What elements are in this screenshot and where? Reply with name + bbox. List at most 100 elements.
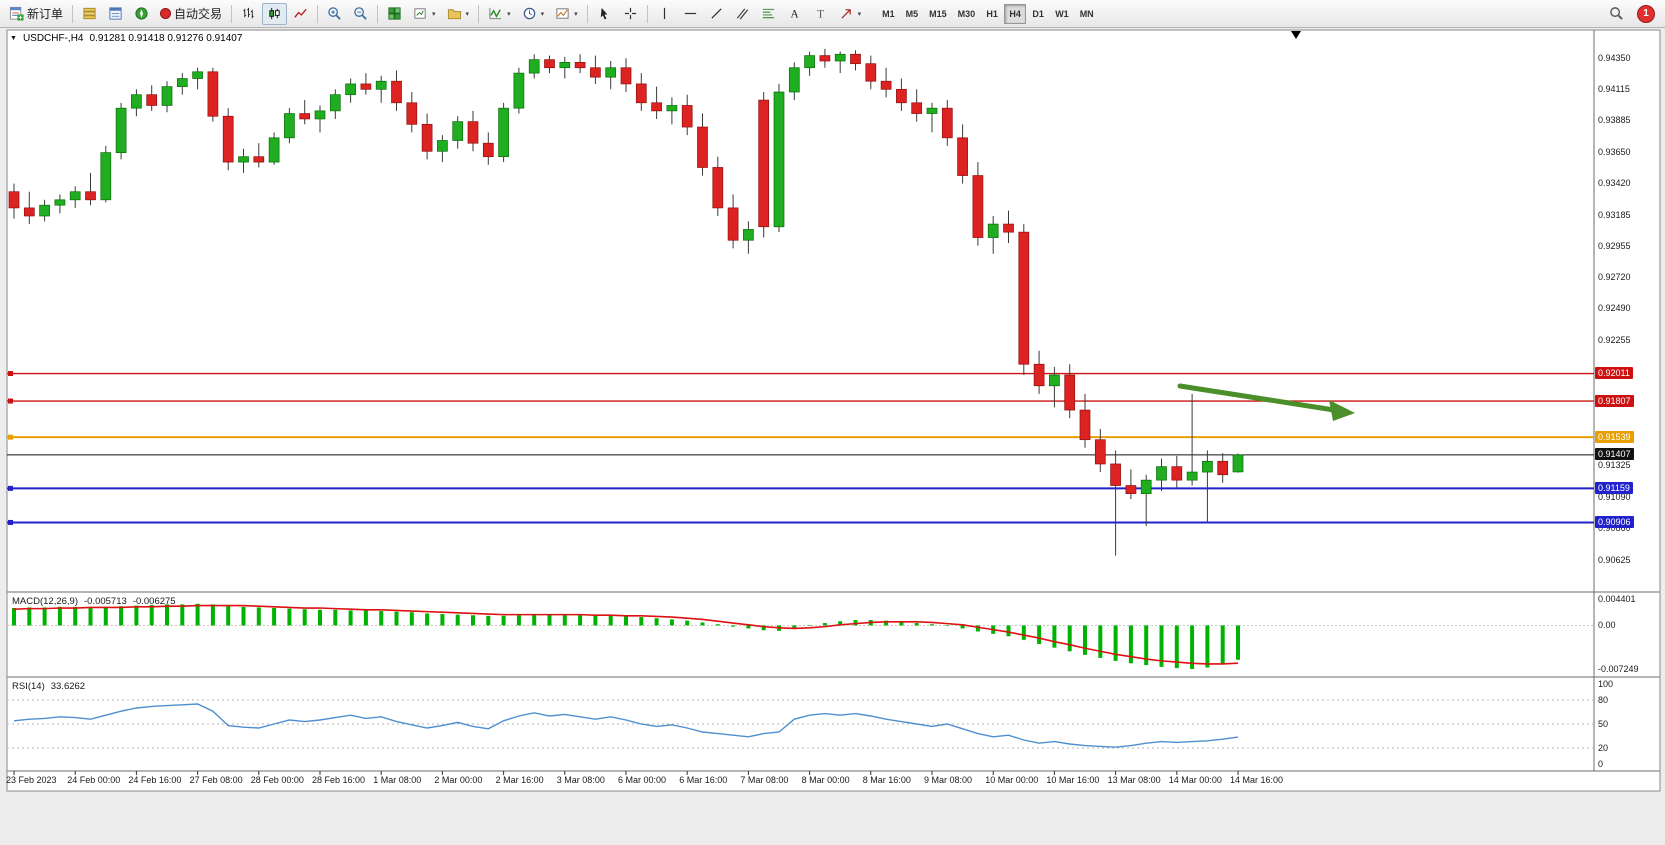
text-button[interactable]: A (782, 3, 807, 25)
price-axis-label: 0.90860 (1598, 523, 1631, 534)
time-axis-label: 23 Feb 2023 (6, 775, 57, 785)
dropdown-caret: ▾ (432, 10, 436, 18)
bar-chart-button[interactable] (236, 3, 261, 25)
candlestick-chart-icon (269, 7, 280, 20)
channel-button[interactable] (730, 3, 755, 25)
time-axis-label: 28 Feb 00:00 (250, 775, 304, 785)
time-axis-label: 8 Mar 16:00 (862, 775, 911, 785)
navigator-button[interactable] (129, 3, 154, 25)
price-axis-label: 0.94115 (1598, 84, 1630, 95)
fibonacci-button[interactable] (756, 3, 781, 25)
chart-symbol: USDCHF-,H4 (22, 33, 84, 44)
price-line-label: 0.91539 (1595, 430, 1634, 443)
tile-windows-icon (388, 7, 401, 20)
price-axis-label: 0.92720 (1598, 272, 1631, 283)
chart-title-bar: ▼ USDCHF-,H4 0.91281 0.91418 0.91276 0.9… (10, 33, 242, 44)
trend-arrow[interactable] (1177, 383, 1355, 421)
cursor-button[interactable] (592, 3, 617, 25)
auto-trading-button[interactable]: 自动交易 (155, 3, 227, 25)
price-line-label: 0.92011 (1595, 367, 1633, 380)
macd-indicator-label: MACD(12,26,9) -0.005713 -0.006275 (12, 596, 176, 607)
profiles-button[interactable]: ▾ (442, 3, 475, 25)
indicators-icon (489, 7, 502, 20)
time-axis-label: 1 Mar 08:00 (373, 775, 422, 785)
dropdown-caret: ▾ (857, 10, 862, 18)
candles (8, 48, 1244, 556)
new-chart-button[interactable]: ▾ (408, 3, 441, 25)
macd-axis-label: 0.00 (1598, 620, 1616, 631)
crosshair-button[interactable] (618, 3, 643, 25)
new-order-label: 新订单 (27, 7, 64, 21)
time-axis-label: 28 Feb 16:00 (312, 775, 366, 785)
timeframe-button-m5[interactable]: M5 (901, 4, 924, 24)
time-axis-label: 7 Mar 08:00 (740, 775, 789, 785)
search-button[interactable] (1604, 3, 1629, 25)
zoom-in-button[interactable] (322, 3, 347, 25)
price-line-label: 0.91159 (1595, 481, 1633, 494)
new-order-button[interactable]: 新订单 (4, 3, 68, 25)
timeframe-button-h1[interactable]: H1 (981, 4, 1003, 24)
line-chart-button[interactable] (288, 3, 313, 25)
zoom-in-icon (328, 7, 341, 20)
notification-badge[interactable]: 1 (1637, 4, 1655, 23)
dropdown-caret: ▾ (507, 10, 511, 18)
channel-icon (736, 8, 748, 20)
price-line-label: 0.91807 (1595, 394, 1634, 407)
timeframe-button-d1[interactable]: D1 (1027, 4, 1049, 24)
price-axis-label: 0.92955 (1598, 240, 1631, 251)
svg-text:A: A (790, 8, 799, 20)
navigator-icon (135, 7, 148, 20)
price-axis-label: 0.93420 (1598, 178, 1631, 189)
dropdown-caret: ▾ (540, 10, 545, 18)
timeframe-button-h4[interactable]: H4 (1004, 3, 1027, 24)
toolbar-separator (72, 4, 74, 23)
toolbar-separator (646, 4, 648, 23)
timeframe-button-m15[interactable]: M15 (924, 4, 952, 24)
pane-separators[interactable] (6, 29, 1661, 792)
time-axis-label: 27 Feb 08:00 (189, 775, 243, 785)
timeframe-button-m1[interactable]: M1 (877, 4, 900, 24)
horizontal-line-button[interactable] (678, 3, 703, 25)
label-button[interactable]: T (808, 3, 833, 25)
auto-trading-label: 自动交易 (174, 7, 223, 21)
chart-ohlc: 0.91281 0.91418 0.91276 0.91407 (89, 33, 243, 44)
time-axis-label: 10 Mar 16:00 (1046, 775, 1100, 785)
trendline-button[interactable] (704, 3, 729, 25)
rsi-plot (7, 699, 1594, 749)
timeframe-toolbar: M1 M5 M15 M30 H1 H4 D1 W1 MN (877, 3, 1099, 24)
toolbar: 新订单 自动交易 (0, 0, 1665, 28)
vertical-line-button[interactable] (652, 3, 677, 25)
arrow-shape-icon (840, 9, 851, 19)
indicators-button[interactable]: ▾ (483, 3, 516, 25)
data-window-button[interactable] (103, 3, 128, 25)
price-axis-label: 0.93650 (1598, 147, 1631, 158)
templates-icon (556, 8, 569, 19)
timeframe-button-mn[interactable]: MN (1075, 4, 1099, 24)
tile-windows-button[interactable] (382, 3, 407, 25)
price-axis-label: 0.91090 (1598, 492, 1631, 503)
time-axis-label: 9 Mar 08:00 (924, 775, 973, 785)
auto-trading-status-icon (160, 8, 172, 19)
macd-name: MACD(12,26,9) (12, 596, 78, 607)
time-axis-label: 14 Mar 16:00 (1230, 775, 1284, 785)
chart-collapse-icon[interactable]: ▼ (10, 35, 17, 42)
timeframe-button-m30[interactable]: M30 (953, 4, 981, 24)
shapes-button[interactable]: ▾ (834, 3, 867, 25)
search-icon (1610, 7, 1623, 20)
candlestick-chart-button[interactable] (262, 2, 288, 25)
periods-button[interactable]: ▾ (517, 3, 550, 25)
rsi-axis-label: 80 (1598, 695, 1609, 705)
toolbar-right-group: 1 (1604, 3, 1661, 25)
templates-button[interactable]: ▾ (550, 3, 583, 25)
rsi-value: 33.6262 (50, 681, 86, 692)
toolbar-separator (231, 4, 233, 23)
zoom-out-button[interactable] (348, 3, 373, 25)
horizontal-line-objects[interactable] (7, 371, 1594, 525)
dropdown-caret: ▾ (574, 10, 578, 18)
timeframe-button-w1[interactable]: W1 (1050, 4, 1074, 24)
chart-shift-marker[interactable] (1291, 31, 1301, 39)
time-axis-ticks (13, 771, 1239, 775)
macd-plot (7, 603, 1594, 670)
market-watch-button[interactable] (77, 3, 102, 25)
